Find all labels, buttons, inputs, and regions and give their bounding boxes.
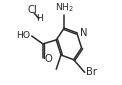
Text: H: H — [36, 15, 43, 23]
Text: Br: Br — [86, 67, 97, 77]
Text: O: O — [45, 54, 53, 64]
Text: NH$_2$: NH$_2$ — [55, 1, 74, 14]
Text: N: N — [80, 28, 87, 38]
Text: Cl: Cl — [27, 5, 37, 15]
Text: HO: HO — [16, 31, 30, 40]
